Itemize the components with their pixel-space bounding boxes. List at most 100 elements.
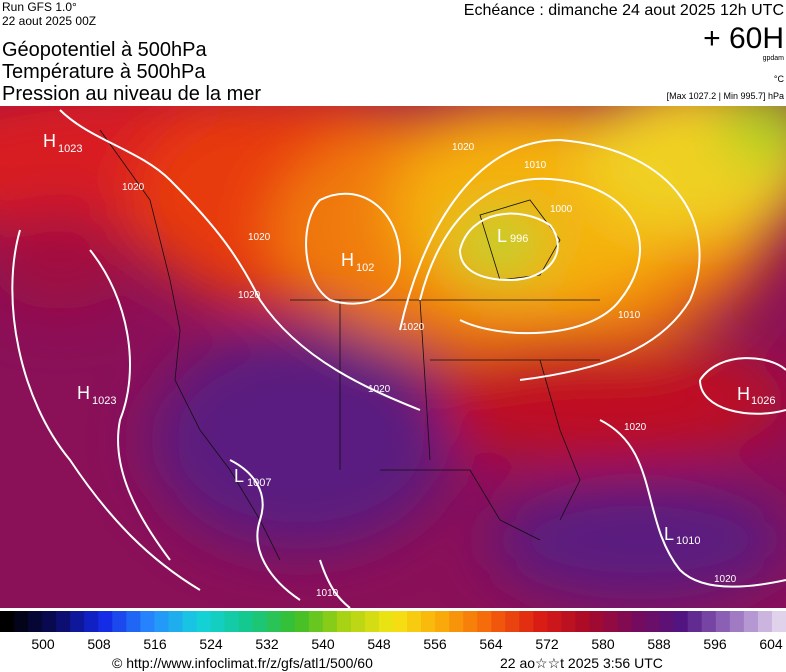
colorbar-swatch xyxy=(701,611,717,632)
colorbar-swatch xyxy=(715,611,731,632)
system-pressure: 996 xyxy=(510,233,528,245)
colorbar-tick-label: 532 xyxy=(255,636,279,652)
map xyxy=(0,106,786,608)
colorbar-swatch xyxy=(196,611,212,632)
colorbar-swatch xyxy=(757,611,773,632)
isobar-label: 1010 xyxy=(316,588,339,599)
title-line: Pression au niveau de la mer xyxy=(2,83,261,105)
system-pressure: 1007 xyxy=(247,477,271,489)
colorbar-tick-label: 588 xyxy=(647,636,671,652)
colorbar-swatch xyxy=(0,611,15,632)
colorbar-swatch xyxy=(435,611,450,632)
system-pressure: 102 xyxy=(356,262,374,274)
colorbar-swatch xyxy=(603,611,619,632)
colorbar-swatch xyxy=(547,611,562,632)
colorbar-swatch xyxy=(378,611,394,632)
colorbar-swatch xyxy=(645,611,661,632)
colorbar-swatch xyxy=(631,611,647,632)
colorbar-swatch xyxy=(743,611,759,632)
colorbar-tick-label: 556 xyxy=(423,636,447,652)
colorbar-swatch xyxy=(771,611,786,632)
colorbar-swatch xyxy=(729,611,745,632)
colorbar-tick-label: 580 xyxy=(591,636,615,652)
system-type: L xyxy=(664,524,674,544)
isobar-label: 1010 xyxy=(524,160,547,171)
colorbar-swatch xyxy=(28,611,43,632)
colorbar-swatch xyxy=(238,611,254,632)
title-line: Géopotentiel à 500hPa xyxy=(2,39,207,61)
isobar-label: 1020 xyxy=(122,182,145,193)
colorbar-swatch xyxy=(393,611,408,632)
isobar-label: 1020 xyxy=(452,142,475,153)
system-pressure: 1026 xyxy=(751,395,775,407)
colorbar-swatch xyxy=(561,611,576,632)
colorbar-tick-label: 540 xyxy=(311,636,335,652)
run: Run GFS 1.0° xyxy=(2,0,77,14)
isobar-label: 1020 xyxy=(402,322,425,333)
colorbar: 500 508 516 524 532 540 548 556 564 572 580 588 596 6… xyxy=(0,611,786,652)
colorbar-swatch xyxy=(84,611,99,632)
colorbar-tick-label: 500 xyxy=(31,636,55,652)
colorbar-swatch xyxy=(350,611,366,632)
colorbar-tick-label: 604 xyxy=(759,636,783,652)
colorbar-swatch xyxy=(519,611,534,632)
colorbar-swatch xyxy=(575,611,590,632)
colorbar-swatch xyxy=(294,611,310,632)
run-date: 22 aout 2025 00Z xyxy=(2,14,96,28)
system-pressure: 1023 xyxy=(58,143,82,155)
colorbar-swatch xyxy=(112,611,127,632)
colorbar-swatch xyxy=(589,611,605,632)
colorbar-tick-label: 572 xyxy=(535,636,559,652)
isobar-label: 1020 xyxy=(624,422,647,433)
colorbar-swatch xyxy=(322,611,338,632)
system-type: H xyxy=(737,384,750,404)
system-pressure: 1023 xyxy=(92,395,116,407)
isobar-label: 1010 xyxy=(618,310,641,321)
system-type: H xyxy=(43,131,56,151)
colorbar-swatch xyxy=(617,611,633,632)
valid-time: Echéance : dimanche 24 aout 2025 12h UTC xyxy=(464,2,784,19)
footer-source: © http://www.infoclimat.fr/z/gfs/atl1/50… xyxy=(112,655,373,671)
colorbar-swatch xyxy=(463,611,478,632)
isobar-label: 1020 xyxy=(368,384,391,395)
lead-time: + 60H xyxy=(703,22,784,55)
system-type: H xyxy=(341,250,354,270)
system-type: L xyxy=(497,226,507,246)
colorbar-tick-label: 516 xyxy=(143,636,167,652)
colorbar-tick-label: 524 xyxy=(199,636,223,652)
colorbar-swatch xyxy=(70,611,85,632)
system-type: L xyxy=(234,466,244,486)
colorbar-swatch xyxy=(266,611,282,632)
colorbar-swatch xyxy=(154,611,169,632)
colorbar-swatch xyxy=(224,611,240,632)
unit-geo: gpdam xyxy=(763,55,785,62)
colorbar-swatch xyxy=(659,611,675,632)
colorbar-tick-label: 548 xyxy=(367,636,391,652)
colorbar-tick-label: 596 xyxy=(703,636,727,652)
colorbar-swatch xyxy=(421,611,436,632)
title-line: Température à 500hPa xyxy=(2,61,206,83)
colorbar-swatch xyxy=(505,611,520,632)
colorbar-swatch xyxy=(308,611,324,632)
colorbar-swatch xyxy=(364,611,380,632)
isobar-label: 1000 xyxy=(550,204,573,215)
colorbar-swatch xyxy=(673,611,689,632)
system-type: H xyxy=(77,383,90,403)
colorbar-tick-label: 508 xyxy=(87,636,111,652)
colorbar-swatch xyxy=(140,611,155,632)
colorbar-swatch xyxy=(533,611,548,632)
colorbar-swatch xyxy=(210,611,226,632)
colorbar-swatch xyxy=(182,611,197,632)
unit-temp: °C xyxy=(774,74,785,84)
colorbar-swatch xyxy=(14,611,29,632)
colorbar-swatch xyxy=(407,611,422,632)
isobar-label: 1020 xyxy=(714,574,737,585)
colorbar-swatch xyxy=(336,611,352,632)
colorbar-swatch xyxy=(168,611,183,632)
system-pressure: 1010 xyxy=(676,535,700,547)
colorbar-swatch xyxy=(126,611,141,632)
colorbar-swatch xyxy=(98,611,113,632)
colorbar-swatch xyxy=(252,611,268,632)
footer-generated: 22 ao☆☆t 2025 3:56 UTC xyxy=(500,655,663,671)
